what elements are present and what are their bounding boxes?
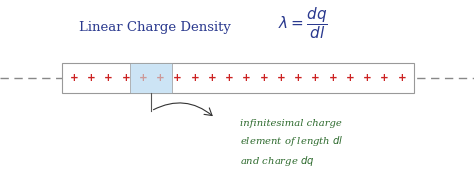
- Bar: [62, 63, 414, 93]
- Text: +: +: [156, 73, 164, 83]
- Text: +: +: [311, 73, 320, 83]
- Text: +: +: [380, 73, 389, 83]
- Text: $\lambda=\dfrac{dq}{dl}$: $\lambda=\dfrac{dq}{dl}$: [278, 5, 328, 41]
- Text: +: +: [173, 73, 182, 83]
- Text: infinitesimal charge
element of length $dl$
and charge $dq$: infinitesimal charge element of length $…: [240, 119, 344, 168]
- Text: +: +: [346, 73, 355, 83]
- Text: +: +: [225, 73, 234, 83]
- Text: Linear Charge Density: Linear Charge Density: [79, 21, 231, 35]
- Text: +: +: [363, 73, 372, 83]
- Text: +: +: [139, 73, 147, 83]
- Text: +: +: [328, 73, 337, 83]
- FancyArrowPatch shape: [154, 103, 212, 116]
- Bar: [130, 63, 172, 93]
- Text: +: +: [121, 73, 130, 83]
- Text: +: +: [70, 73, 78, 83]
- Text: +: +: [208, 73, 217, 83]
- Text: +: +: [277, 73, 285, 83]
- Text: +: +: [191, 73, 199, 83]
- Text: +: +: [87, 73, 96, 83]
- Text: +: +: [242, 73, 251, 83]
- Text: +: +: [398, 73, 406, 83]
- Text: +: +: [104, 73, 113, 83]
- Text: +: +: [294, 73, 303, 83]
- Text: +: +: [260, 73, 268, 83]
